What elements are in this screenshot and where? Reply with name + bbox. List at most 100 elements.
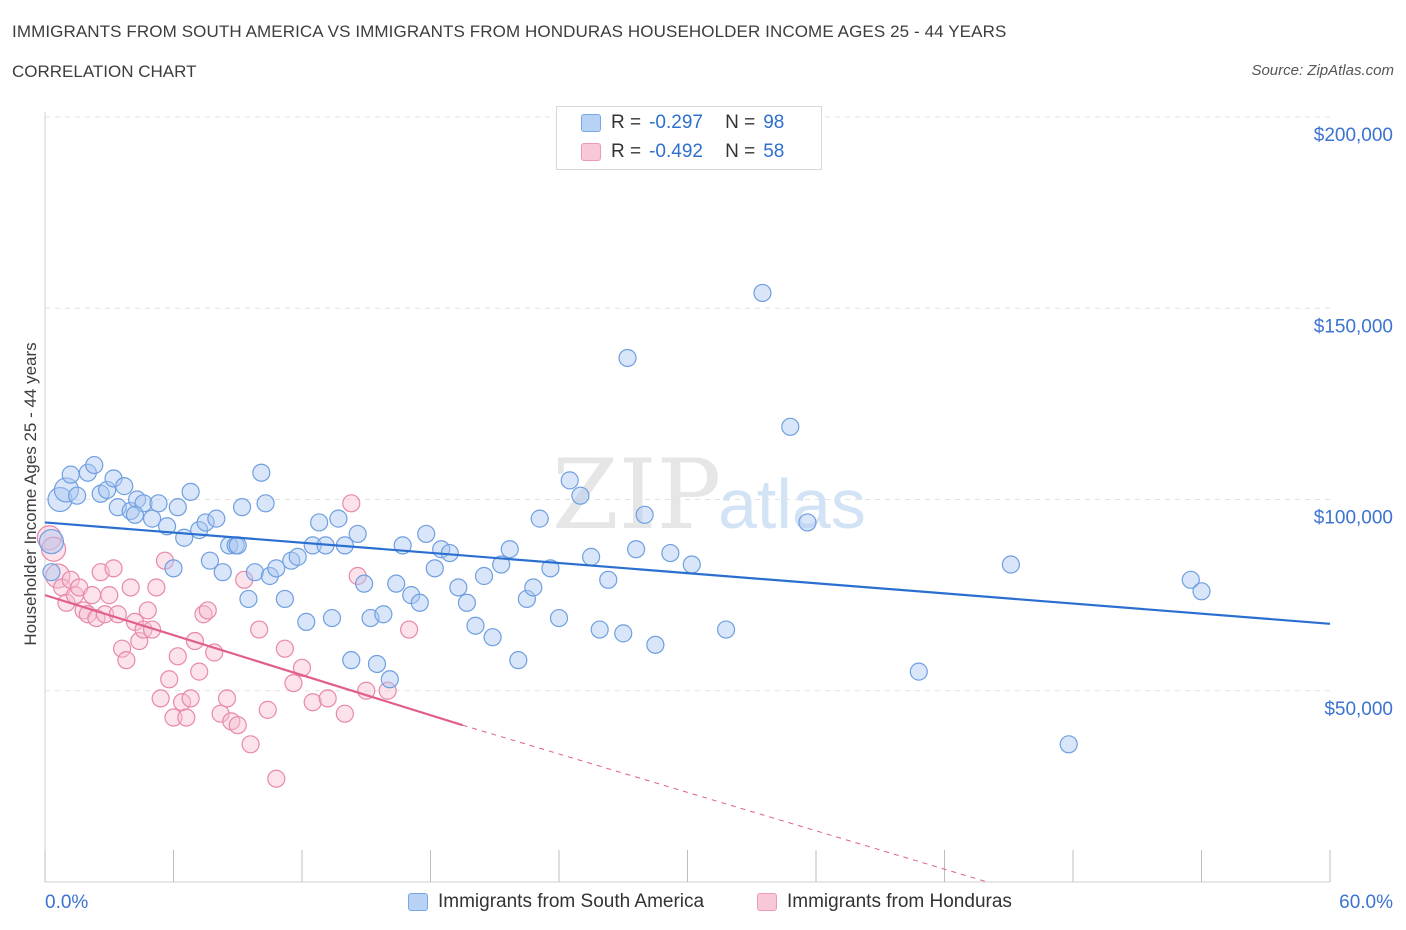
watermark-atlas: atlas xyxy=(718,465,866,543)
south-america-point xyxy=(549,608,569,628)
honduras-point xyxy=(168,647,187,666)
honduras-point xyxy=(357,681,376,700)
south-america-point xyxy=(85,455,104,475)
honduras-point xyxy=(83,586,102,605)
chart-subtitle: CORRELATION CHART xyxy=(12,62,197,81)
south-america-point xyxy=(196,513,215,532)
n-label: N = xyxy=(725,112,756,133)
honduras-point xyxy=(342,494,361,513)
south-america-point xyxy=(387,574,406,593)
south-america-point xyxy=(474,566,494,586)
honduras-point xyxy=(121,578,140,597)
south-america-point xyxy=(1181,570,1200,589)
south-america-point xyxy=(367,654,387,674)
pink-swatch-icon xyxy=(581,143,601,161)
south-america-point xyxy=(256,494,275,513)
y-tick-label: $200,000 xyxy=(1314,125,1393,146)
watermark: ZIP atlas xyxy=(552,439,866,551)
y-tick-labels: $50,000 $100,000 $150,000 $200,000 xyxy=(1314,125,1393,720)
honduras-point xyxy=(130,631,149,651)
r-value-south-america: -0.297 xyxy=(649,112,703,133)
blue-swatch-icon xyxy=(408,893,428,911)
x-tick-label-max: 60.0% xyxy=(1339,892,1393,913)
south-america-point xyxy=(275,589,294,609)
honduras-point xyxy=(117,651,136,670)
south-america-point xyxy=(267,559,286,578)
n-value-south-america: 98 xyxy=(763,112,785,133)
honduras-point xyxy=(378,681,397,700)
honduras-point xyxy=(147,578,166,597)
south-america-point xyxy=(142,509,162,528)
south-america-point xyxy=(509,651,528,670)
r-label: R = xyxy=(611,141,642,162)
south-america-point xyxy=(98,480,117,500)
x-tick-labels: 0.0% 60.0% xyxy=(45,892,1393,913)
south-america-point xyxy=(310,513,329,532)
honduras-point xyxy=(250,620,269,639)
honduras-point xyxy=(181,689,200,708)
south-america-point xyxy=(457,593,477,612)
honduras-point xyxy=(45,563,71,589)
series-legend-honduras: Immigrants from Honduras xyxy=(757,890,1012,914)
south-america-point xyxy=(252,463,271,482)
south-america-point xyxy=(374,605,393,624)
y-axis-label: Householder Income Ages 25 - 44 years xyxy=(21,342,40,645)
honduras-point xyxy=(303,693,322,712)
series-name-south-america: Immigrants from South America xyxy=(438,891,705,912)
honduras-point xyxy=(112,639,132,658)
south-america-point xyxy=(661,543,680,563)
honduras-point xyxy=(100,586,119,605)
south-america-point xyxy=(322,608,342,628)
south-america-point xyxy=(1059,735,1078,754)
south-america-point xyxy=(798,513,817,532)
legend-row-honduras: R = -0.492 N = 58 xyxy=(581,140,784,164)
south-america-point xyxy=(781,417,800,436)
honduras-point xyxy=(275,639,294,658)
south-america-point xyxy=(524,578,543,597)
south-america-point xyxy=(626,540,646,559)
r-value-honduras: -0.492 xyxy=(649,141,703,162)
south-america-point xyxy=(599,570,618,589)
r-label: R = xyxy=(611,112,642,133)
south-america-points xyxy=(38,283,1211,754)
source-label: Source: ZipAtlas.com xyxy=(1251,62,1394,79)
stats-legend: R = -0.297 N = 98 R = -0.492 N = 58 xyxy=(556,106,822,170)
south-america-point xyxy=(181,482,200,501)
south-america-point xyxy=(500,540,519,559)
honduras-point xyxy=(241,735,260,754)
south-america-point xyxy=(614,624,633,643)
south-america-point xyxy=(157,517,177,536)
south-america-point xyxy=(571,486,590,505)
n-value-honduras: 58 xyxy=(763,141,785,162)
south-america-point xyxy=(635,505,654,524)
south-america-point xyxy=(303,536,322,555)
honduras-point xyxy=(318,689,337,708)
honduras-points xyxy=(36,494,419,788)
axes xyxy=(44,112,1331,883)
honduras-point xyxy=(87,608,106,628)
honduras-point xyxy=(138,601,157,620)
honduras-point xyxy=(190,662,209,681)
honduras-point xyxy=(217,689,237,708)
south-america-point xyxy=(42,563,61,582)
south-america-point xyxy=(61,465,80,484)
south-america-point xyxy=(417,524,436,544)
south-america-point xyxy=(517,589,536,609)
south-america-point xyxy=(530,509,549,528)
south-america-point xyxy=(53,477,80,503)
south-america-point xyxy=(207,509,226,528)
south-america-point xyxy=(342,651,361,670)
chart-title: IMMIGRANTS FROM SOUTH AMERICA VS IMMIGRA… xyxy=(12,22,1007,41)
south-america-point xyxy=(200,551,220,570)
honduras-point xyxy=(164,708,183,727)
honduras-point xyxy=(258,700,277,719)
south-america-point xyxy=(239,589,258,609)
south-america-point xyxy=(168,498,187,517)
y-tick-label: $150,000 xyxy=(1314,316,1393,337)
honduras-trend-extension xyxy=(462,724,988,883)
n-label: N = xyxy=(725,141,756,162)
south-america-point xyxy=(1192,582,1211,601)
south-america-point xyxy=(228,536,247,555)
pink-swatch-icon xyxy=(757,893,777,911)
south-america-point xyxy=(541,559,560,578)
